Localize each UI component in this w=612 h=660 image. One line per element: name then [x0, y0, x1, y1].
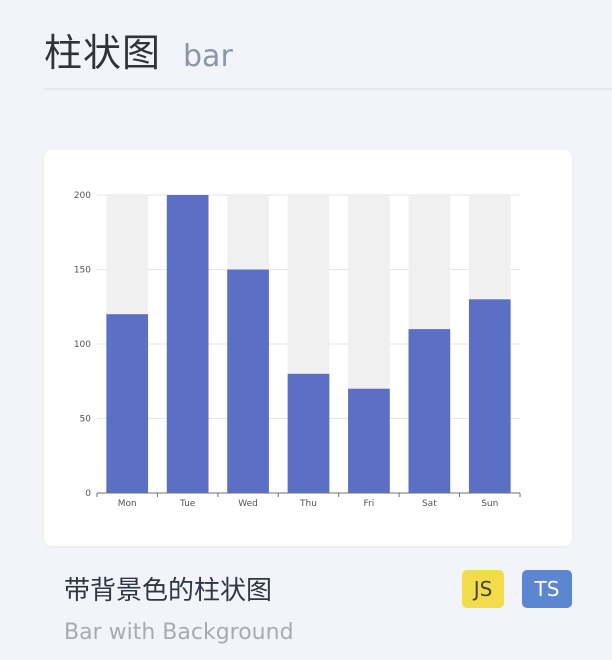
x-tick-label: Sun [481, 499, 498, 509]
x-tick-label: Wed [238, 499, 258, 509]
y-tick-label: 200 [74, 191, 91, 201]
x-tick-label: Sat [422, 499, 437, 509]
js-badge-button[interactable]: JS [462, 570, 504, 608]
y-tick-label: 100 [74, 340, 91, 350]
card-subtitle: Bar with Background [64, 620, 294, 645]
bar [166, 195, 209, 493]
bar [287, 373, 330, 493]
page-header: 柱状图 bar [44, 22, 233, 77]
bar [408, 329, 451, 493]
bar [227, 269, 269, 493]
ts-badge-button[interactable]: TS [522, 570, 572, 608]
y-tick-label: 50 [80, 415, 92, 425]
bar [106, 314, 149, 493]
x-tick-label: Tue [179, 499, 196, 509]
bar-chart: 0 50 100 150 200 Mon Tue Wed Thu Fri Sat Sun [74, 191, 521, 509]
x-tick-label: Mon [118, 499, 137, 509]
chart-card[interactable]: 0 50 100 150 200 Mon Tue Wed Thu Fri Sat Sun [44, 150, 572, 546]
x-tick-label: Fri [364, 499, 375, 509]
header-divider [44, 88, 612, 90]
y-tick-label: 0 [85, 489, 91, 499]
bar [468, 299, 511, 493]
x-tick-label: Thu [299, 499, 317, 509]
y-tick-label: 150 [74, 266, 91, 276]
card-title[interactable]: 带背景色的柱状图 [64, 576, 273, 606]
page-subtitle: bar [183, 39, 233, 74]
bar [348, 388, 390, 493]
page-title: 柱状图 [44, 31, 162, 75]
